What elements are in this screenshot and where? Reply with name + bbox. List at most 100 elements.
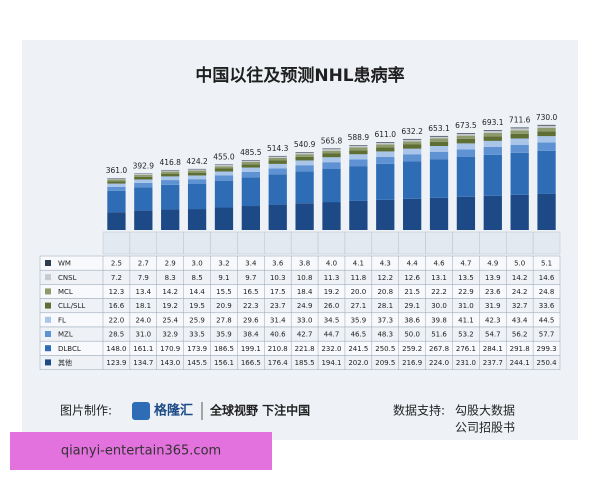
table-cell: 24.2 [512, 288, 528, 296]
table-cell: 41.1 [458, 316, 474, 324]
bar-segment [349, 145, 367, 146]
bar-segment [188, 173, 206, 176]
bar-segment [215, 208, 233, 230]
bar-segment [107, 184, 125, 187]
table-cell: 210.8 [268, 345, 288, 353]
bar-segment [322, 162, 340, 168]
category-cell [372, 232, 399, 254]
table-cell: 166.5 [241, 359, 261, 367]
bar-segment [484, 133, 502, 136]
category-cell [103, 232, 130, 254]
category-cell [211, 232, 238, 254]
brand: 格隆汇 [154, 403, 193, 419]
table-cell: 24.9 [297, 302, 313, 310]
bar-segment [215, 165, 233, 166]
bar-segment [161, 180, 179, 185]
total-label: 455.0 [213, 152, 235, 161]
table-cell: 31.0 [136, 331, 152, 339]
table-cell: 38.6 [404, 316, 420, 324]
bar-segment [484, 131, 502, 133]
table-cell: 4.3 [380, 260, 391, 268]
bar-segment [161, 185, 179, 210]
table-cell: 25.9 [189, 316, 205, 324]
table-cell: 15.5 [216, 288, 232, 296]
table-cell: 13.1 [431, 274, 447, 282]
bar-segment [134, 179, 152, 182]
bar-segment [403, 139, 421, 140]
bar-segment [107, 187, 125, 191]
legend-label: MCL [58, 288, 73, 296]
table-cell: 284.1 [483, 345, 503, 353]
bar-segment [403, 141, 421, 144]
table-cell: 11.8 [351, 274, 367, 282]
table-cell: 170.9 [160, 345, 180, 353]
table-cell: 23.7 [270, 302, 286, 310]
table-cell: 186.5 [214, 345, 234, 353]
bar-segment [511, 138, 529, 144]
bar-segment [215, 175, 233, 180]
category-cell [318, 232, 345, 254]
table-cell: 13.5 [458, 274, 474, 282]
source: 勾股大数据 [455, 403, 515, 418]
bar-segment [107, 181, 125, 183]
table-cell: 202.0 [348, 359, 368, 367]
table-cell: 209.5 [375, 359, 395, 367]
table-cell: 24.0 [136, 316, 152, 324]
table-cell: 2.9 [165, 260, 176, 268]
table-cell: 2.5 [111, 260, 122, 268]
table-cell: 33.0 [297, 316, 313, 324]
table-cell: 4.6 [433, 260, 445, 268]
bar-segment [322, 153, 340, 157]
bar-segment [242, 172, 260, 178]
table-cell: 237.7 [483, 359, 503, 367]
table-cell: 54.7 [485, 331, 501, 339]
bar-segment [269, 174, 287, 204]
total-label: 632.2 [401, 127, 423, 136]
total-label: 673.5 [455, 121, 477, 130]
category-cell [533, 232, 560, 254]
legend-swatch [45, 331, 51, 337]
bar-segment [295, 160, 313, 165]
table-cell: 3.8 [299, 260, 310, 268]
table-cell: 18.4 [297, 288, 313, 296]
bar-segment [484, 196, 502, 230]
table-cell: 44.7 [324, 331, 340, 339]
bar-segment [295, 152, 313, 153]
bar-segment [537, 128, 555, 132]
table-cell: 56.2 [512, 331, 528, 339]
bar-segment [134, 174, 152, 175]
bar-segment [161, 170, 179, 171]
bar-segment [188, 209, 206, 230]
bar-segment [242, 168, 260, 172]
table-cell: 14.4 [189, 288, 205, 296]
table-cell: 53.2 [458, 331, 474, 339]
total-label: 485.5 [240, 148, 262, 157]
table-cell: 13.4 [136, 288, 152, 296]
table-cell: 7.9 [138, 274, 149, 282]
bar-segment [295, 165, 313, 171]
bar-segment [242, 164, 260, 167]
table-cell: 3.2 [218, 260, 229, 268]
table-cell: 25.4 [162, 316, 178, 324]
table-cell: 17.5 [270, 288, 286, 296]
total-label: 392.9 [133, 161, 155, 170]
table-cell: 276.1 [456, 345, 476, 353]
total-label: 540.9 [294, 140, 316, 149]
bar-segment [107, 212, 125, 230]
table-cell: 11.3 [324, 274, 340, 282]
table-cell: 148.0 [106, 345, 126, 353]
bar-segment [457, 134, 475, 136]
bar-segment [457, 139, 475, 143]
bar-segment [511, 134, 529, 139]
table-cell: 40.6 [270, 331, 286, 339]
table-cell: 28.1 [377, 302, 393, 310]
bar-segment [242, 162, 260, 164]
table-cell: 7.2 [111, 274, 122, 282]
table-cell: 23.6 [485, 288, 501, 296]
category-cell [237, 232, 264, 254]
category-cell [157, 232, 184, 254]
table-cell: 42.3 [485, 316, 501, 324]
bar-segment [430, 198, 448, 230]
bar-segment [537, 131, 555, 136]
table-cell: 20.8 [377, 288, 393, 296]
